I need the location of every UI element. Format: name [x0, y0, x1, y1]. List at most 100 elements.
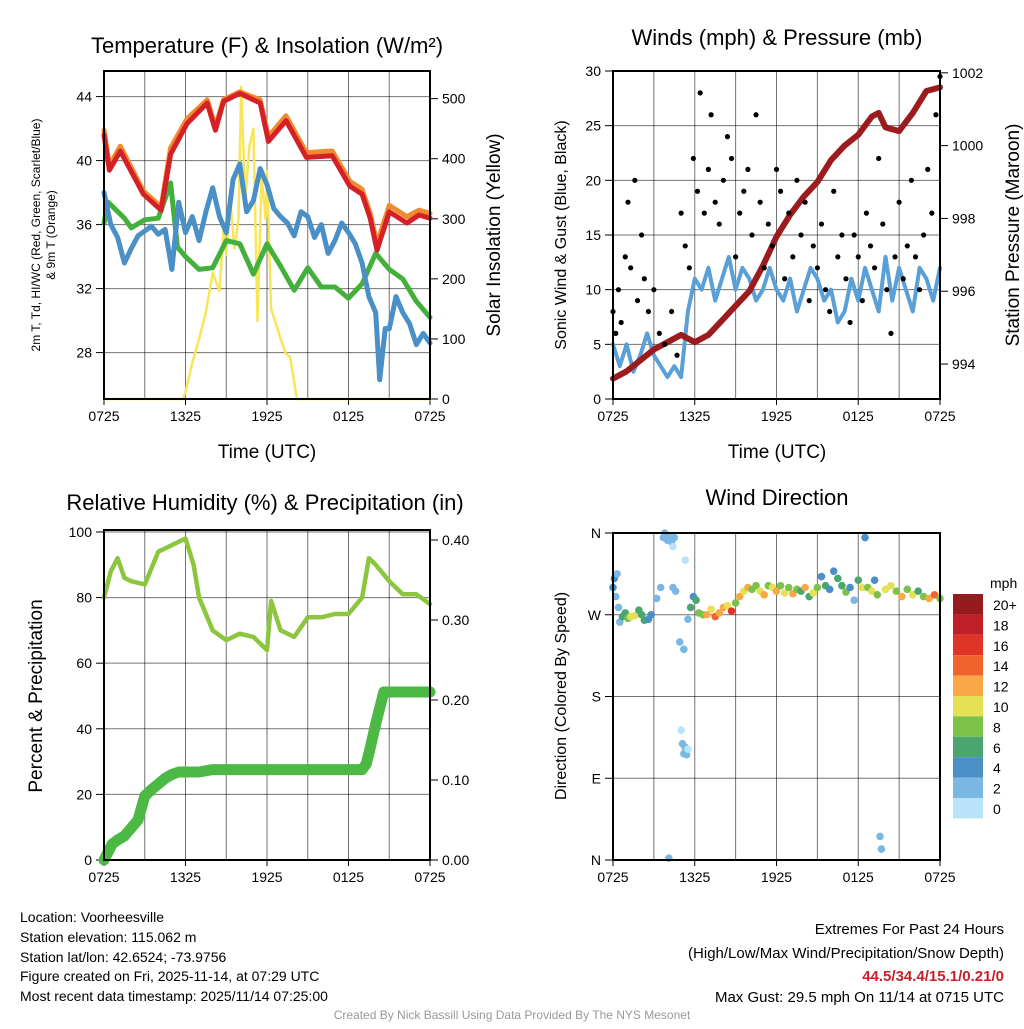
colorbar-label: 10: [993, 699, 1009, 715]
wind-direction-point: [868, 587, 876, 595]
hiwc-series-line: [101, 161, 433, 383]
wind-direction-point: [776, 581, 785, 590]
colorbar-swatch: [953, 716, 983, 737]
gust-point: [678, 210, 684, 216]
colorbar-swatch: [953, 696, 983, 717]
y-right-tick-label: 0.00: [442, 852, 469, 868]
winds-x-label: Time (UTC): [728, 442, 827, 463]
wind-direction-point: [681, 556, 690, 565]
temp-y-right-label: Solar Insolation (Yellow): [484, 133, 505, 336]
colorbar-label: 2: [993, 781, 1001, 797]
gust-point: [912, 254, 919, 260]
colorbar-label: 0: [993, 801, 1001, 817]
gust-point: [929, 210, 935, 216]
y-tick-label: 28: [76, 345, 92, 361]
gust-point: [904, 243, 910, 249]
colorbar-swatch: [953, 757, 983, 778]
gust-point: [705, 166, 711, 172]
gust-point: [622, 254, 628, 260]
y-tick-label: 100: [69, 524, 93, 540]
wind-direction-point: [809, 589, 818, 597]
y-tick-label: 32: [76, 281, 92, 297]
y-right-tick-label: 0.30: [442, 612, 469, 628]
gust-point: [724, 134, 731, 140]
temp-chart-title: Temperature (F) & Insolation (W/m²): [91, 33, 443, 58]
chart-panel-1: 0725 1325 1925 0125 0725 28 32 36 40 44 0 100 200 300…: [76, 70, 466, 424]
x-tick-label: 0725: [414, 408, 445, 424]
x-tick-label: 1325: [170, 408, 201, 424]
max-gust-text: Max Gust: 29.5 mph On 11/14 at 0715 UTC: [715, 989, 1004, 1006]
extremes-values: 44.5/34.4/15.1/0.21/0: [862, 968, 1004, 985]
x-tick-label: 1325: [679, 408, 710, 424]
wind-direction-point: [692, 596, 700, 605]
gust-point: [716, 221, 722, 227]
extremes-info: Extremes For Past 24 Hours (High/Low/Max…: [688, 921, 1004, 1006]
wind-direction-title: Wind Direction: [705, 485, 848, 510]
gust-point: [749, 232, 755, 238]
location-text: Location: Voorheesville: [20, 909, 164, 925]
wind-direction-point: [925, 594, 933, 603]
gust-point: [896, 199, 902, 205]
gust-point: [847, 319, 853, 326]
gust-point: [933, 112, 939, 118]
y-right-tick-label: 994: [952, 356, 976, 372]
gust-point: [641, 276, 647, 282]
gust-point: [810, 243, 816, 249]
gust-point: [712, 199, 718, 205]
y-right-tick-label: 1002: [952, 65, 983, 81]
y-tick-label: 20: [585, 172, 601, 188]
wind-direction-point: [817, 572, 826, 581]
colorbar-swatch: [953, 777, 983, 798]
y-tick-label: S: [592, 689, 601, 705]
winds-chart-title: Winds (mph) & Pressure (mb): [632, 25, 923, 50]
gust-point: [613, 330, 619, 336]
gust-point: [728, 155, 735, 162]
y-tick-label: N: [591, 525, 601, 541]
colorbar-title: mph: [990, 575, 1017, 591]
gust-point: [806, 298, 812, 304]
gust-point: [855, 254, 861, 260]
wind-direction-point: [703, 610, 711, 619]
y-right-tick-label: 300: [442, 211, 466, 227]
gust-point: [765, 221, 771, 227]
wind-direction-point: [680, 645, 688, 654]
gust-point: [615, 287, 622, 293]
y-tick-label: E: [592, 770, 601, 786]
rh-chart-title: Relative Humidity (%) & Precipitation (i…: [66, 490, 463, 515]
gust-point: [639, 232, 645, 238]
y-right-tick-label: 0.10: [442, 772, 469, 788]
gust-point: [745, 166, 751, 172]
wind-direction-point: [647, 610, 655, 619]
gust-point: [628, 265, 634, 271]
y-right-tick-label: 100: [442, 331, 466, 347]
y-right-tick-label: 1000: [952, 138, 983, 154]
colorbar-label: 14: [993, 658, 1009, 674]
y-tick-label: 44: [76, 89, 92, 105]
gust-point: [682, 243, 688, 249]
gust-point: [786, 210, 792, 216]
wind-direction-point: [677, 726, 685, 734]
wind-direction-point: [656, 583, 665, 592]
gust-point: [802, 199, 808, 205]
gust-point: [690, 155, 696, 162]
colorbar-swatch: [953, 675, 983, 696]
dewpoint-series-line: [101, 180, 433, 320]
wind-direction-point: [731, 599, 740, 607]
gust-point: [908, 177, 914, 183]
x-tick-label: 1325: [679, 869, 710, 885]
y-tick-label: 25: [585, 118, 601, 134]
wind-direction-point: [735, 592, 744, 601]
wind-direction-point: [631, 611, 639, 620]
temp-series-line: [101, 90, 433, 253]
gust-point: [701, 210, 707, 216]
gust-point: [827, 308, 833, 315]
gust-point: [916, 287, 923, 293]
gust-point: [839, 232, 845, 238]
gust-point: [835, 254, 841, 260]
plot-frame: [612, 70, 941, 400]
wind-series-line: [611, 254, 942, 380]
wind-direction-point: [861, 533, 869, 542]
wind-direction-point: [870, 576, 879, 585]
solar-series-line: [102, 85, 432, 401]
